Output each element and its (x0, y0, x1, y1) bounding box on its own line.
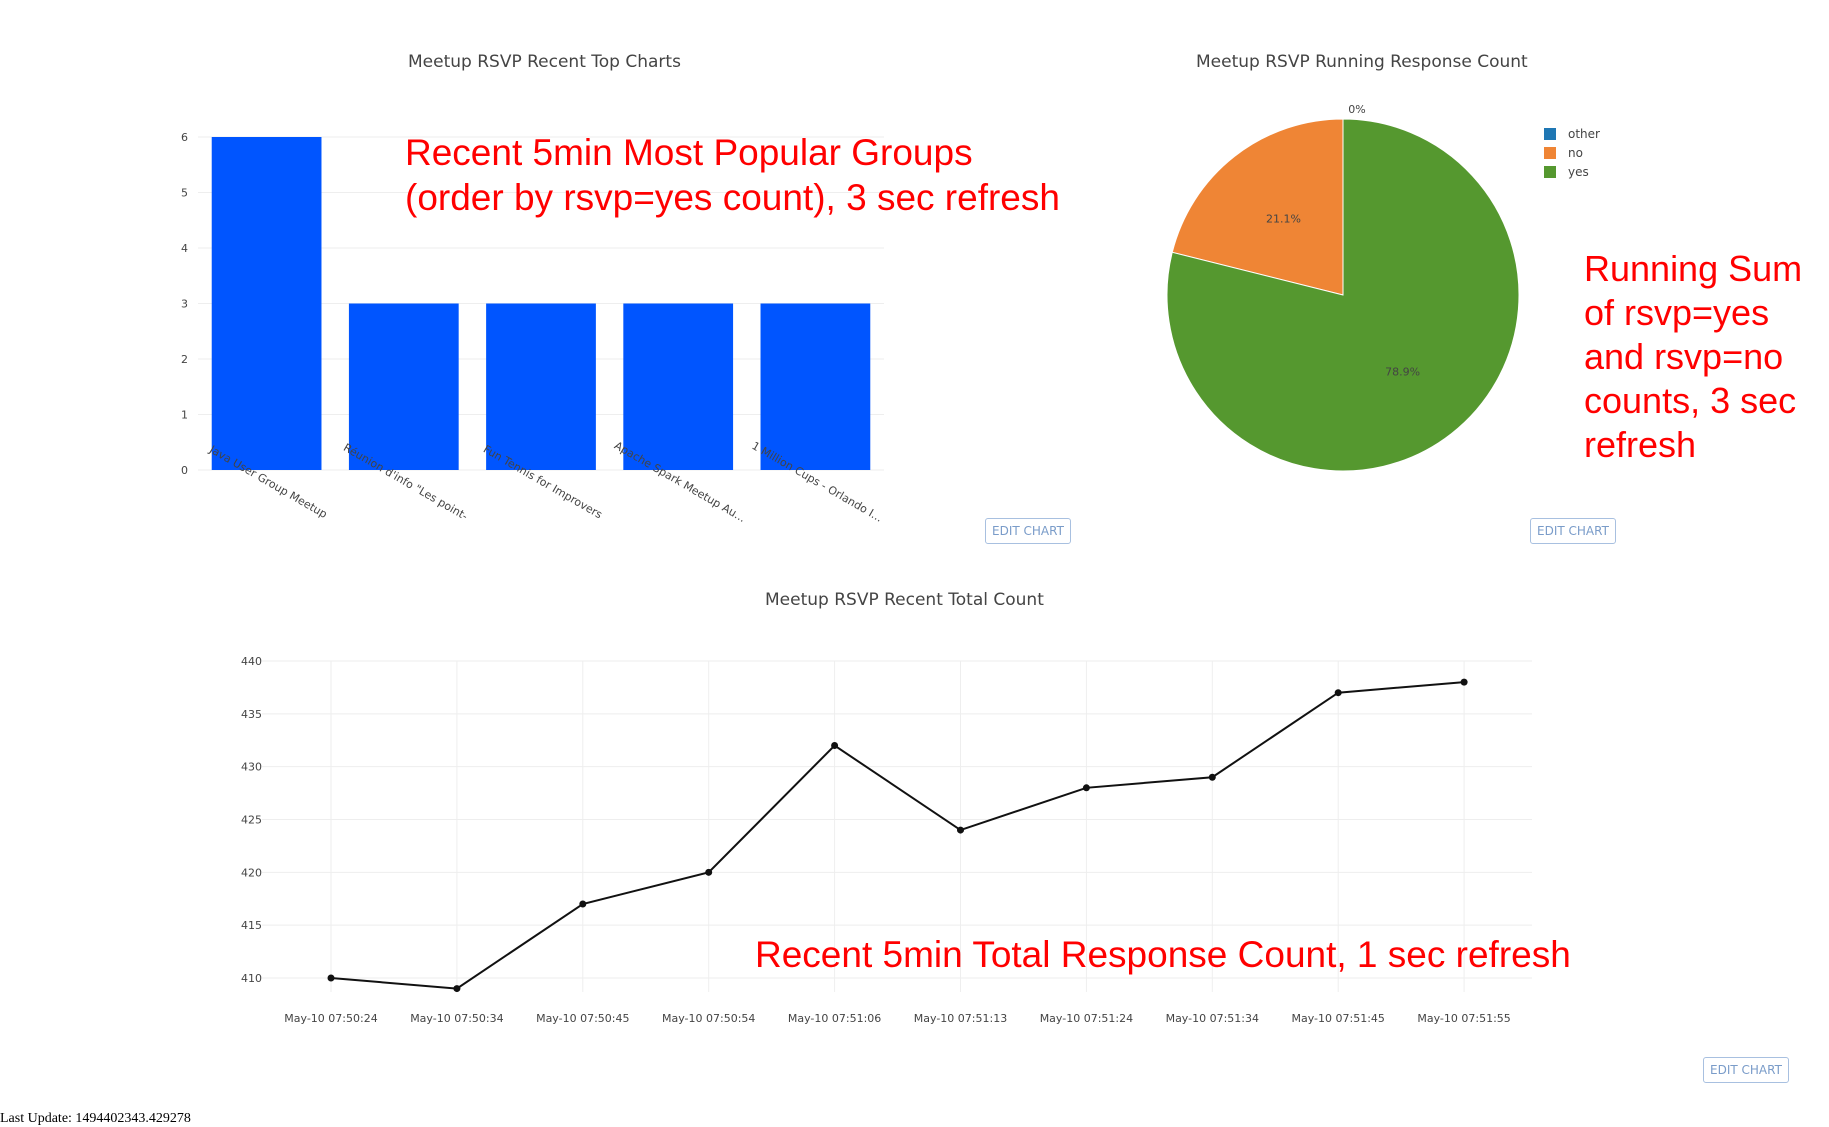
pie-annotation-line: and rsvp=no (1584, 335, 1784, 377)
pie-slice-label: 0% (1348, 103, 1365, 116)
bar-annotation-line-2: (order by rsvp=yes count), 3 sec refresh (405, 177, 1060, 219)
pie-annotation-line: counts, 3 sec (1584, 379, 1797, 421)
bar-ytick-label: 6 (181, 131, 188, 144)
pie-slice-label: 21.1% (1266, 213, 1301, 226)
line-ytick-label: 420 (241, 866, 262, 879)
legend-swatch-no (1544, 147, 1556, 159)
line-xtick-label: May-10 07:51:55 (1417, 1012, 1510, 1025)
line-ytick-label: 410 (241, 972, 262, 985)
legend-swatch-other (1544, 128, 1556, 140)
bar-ytick-label: 2 (181, 353, 188, 366)
line-series (330, 681, 1465, 990)
bar-ytick-label: 3 (181, 298, 188, 311)
line-xtick-label: May-10 07:51:13 (914, 1012, 1007, 1025)
pie-slice-no (1171, 118, 1344, 296)
line-xtick-label: May-10 07:50:54 (662, 1012, 755, 1025)
line-point (327, 974, 335, 982)
bar-annotation-line-1: Recent 5min Most Popular Groups (405, 132, 973, 173)
line-point (1082, 784, 1090, 792)
pie-slice-yes (1166, 118, 1520, 472)
pie-slice-label: 78.9% (1385, 365, 1420, 378)
bar (211, 137, 322, 470)
legend-label-other: other (1568, 127, 1600, 141)
bar-ytick-label: 0 (181, 464, 188, 477)
pie-chart-title: Meetup RSVP Running Response Count (1196, 52, 1528, 72)
line-xtick-label: May-10 07:51:06 (788, 1012, 881, 1025)
line-ytick-label: 430 (241, 761, 262, 774)
bar (348, 303, 459, 470)
line-xtick-label: May-10 07:51:45 (1291, 1012, 1384, 1025)
legend-label-yes: yes (1568, 165, 1589, 179)
line-point (957, 826, 964, 834)
bar (760, 303, 871, 470)
last-update-text: Last Update: 1494402343.429278 (0, 1111, 191, 1126)
line-ytick-label: 415 (241, 919, 262, 932)
edit-chart-button-line[interactable]: EDIT CHART (1703, 1057, 1789, 1083)
legend-label-no: no (1568, 146, 1583, 160)
pie-annotation-line: of rsvp=yes (1584, 291, 1770, 333)
line-point (705, 868, 713, 876)
line-point (453, 985, 461, 993)
pie-annotation: Running Sum of rsvp=yes and rsvp=no counts,… (1584, 247, 1802, 467)
pie-annotation-line: Running Sum (1584, 248, 1803, 289)
bar (623, 303, 734, 470)
line-chart-title: Meetup RSVP Recent Total Count (765, 590, 1044, 610)
line-point (1334, 689, 1342, 697)
legend-swatch-yes (1544, 166, 1556, 178)
bar-ytick-label: 1 (181, 409, 188, 422)
line-ytick-label: 440 (241, 655, 262, 668)
line-point (579, 900, 587, 908)
line-ytick-label: 435 (241, 708, 262, 721)
edit-chart-button-bar[interactable]: EDIT CHART (985, 518, 1071, 544)
bar-ytick-label: 4 (181, 242, 188, 255)
line-point (1208, 773, 1216, 781)
bar-annotation: Recent 5min Most Popular Groups (order b… (405, 130, 1060, 220)
line-point (1460, 678, 1468, 686)
line-xtick-label: May-10 07:50:24 (284, 1012, 377, 1025)
bar-chart-title: Meetup RSVP Recent Top Charts (408, 52, 681, 72)
bar-ytick-label: 5 (181, 187, 188, 200)
edit-chart-button-pie[interactable]: EDIT CHART (1530, 518, 1616, 544)
line-xtick-label: May-10 07:51:34 (1166, 1012, 1259, 1025)
bar (486, 303, 596, 470)
line-xtick-label: May-10 07:50:34 (410, 1012, 503, 1025)
line-xtick-label: May-10 07:51:24 (1040, 1012, 1133, 1025)
pie-annotation-line: refresh (1584, 423, 1697, 465)
line-xtick-label: May-10 07:50:45 (536, 1012, 629, 1025)
line-annotation: Recent 5min Total Response Count, 1 sec … (755, 934, 1571, 975)
line-point (831, 742, 839, 750)
line-ytick-label: 425 (241, 814, 262, 827)
